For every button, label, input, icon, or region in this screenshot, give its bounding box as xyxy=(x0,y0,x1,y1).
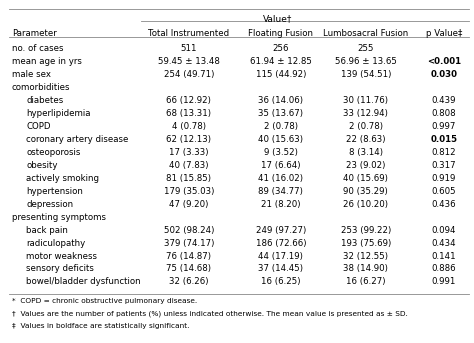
Text: Lumbosacral Fusion: Lumbosacral Fusion xyxy=(323,28,409,38)
Text: 511: 511 xyxy=(181,45,197,54)
Text: 44 (17.19): 44 (17.19) xyxy=(258,251,303,260)
Text: Parameter: Parameter xyxy=(12,28,56,38)
Text: 0.030: 0.030 xyxy=(430,70,457,79)
Text: 62 (12.13): 62 (12.13) xyxy=(166,135,211,144)
Text: Floating Fusion: Floating Fusion xyxy=(248,28,313,38)
Text: 502 (98.24): 502 (98.24) xyxy=(164,226,214,235)
Text: 139 (54.51): 139 (54.51) xyxy=(341,70,391,79)
Text: 186 (72.66): 186 (72.66) xyxy=(255,239,306,248)
Text: COPD: COPD xyxy=(27,122,51,131)
Text: 8 (3.14): 8 (3.14) xyxy=(349,148,383,157)
Text: 76 (14.87): 76 (14.87) xyxy=(166,251,211,260)
Text: 61.94 ± 12.85: 61.94 ± 12.85 xyxy=(250,57,312,67)
Text: p Value‡: p Value‡ xyxy=(426,28,462,38)
Text: diabetes: diabetes xyxy=(27,96,64,105)
Text: depression: depression xyxy=(27,200,73,209)
Text: 9 (3.52): 9 (3.52) xyxy=(264,148,298,157)
Text: hyperlipidemia: hyperlipidemia xyxy=(27,109,91,118)
Text: bowel/bladder dysfunction: bowel/bladder dysfunction xyxy=(27,277,141,286)
Text: 254 (49.71): 254 (49.71) xyxy=(164,70,214,79)
Text: obesity: obesity xyxy=(27,161,58,170)
Text: 253 (99.22): 253 (99.22) xyxy=(341,226,391,235)
Text: 0.317: 0.317 xyxy=(432,161,456,170)
Text: 0.436: 0.436 xyxy=(432,200,456,209)
Text: osteoporosis: osteoporosis xyxy=(27,148,81,157)
Text: motor weakness: motor weakness xyxy=(27,251,98,260)
Text: presenting symptoms: presenting symptoms xyxy=(12,213,106,222)
Text: 16 (6.25): 16 (6.25) xyxy=(261,277,301,286)
Text: 23 (9.02): 23 (9.02) xyxy=(346,161,385,170)
Text: 21 (8.20): 21 (8.20) xyxy=(261,200,301,209)
Text: mean age in yrs: mean age in yrs xyxy=(12,57,82,67)
Text: 16 (6.27): 16 (6.27) xyxy=(346,277,385,286)
Text: Total Instrumented: Total Instrumented xyxy=(148,28,229,38)
Text: 115 (44.92): 115 (44.92) xyxy=(255,70,306,79)
Text: 35 (13.67): 35 (13.67) xyxy=(258,109,303,118)
Text: ‡  Values in boldface are statistically significant.: ‡ Values in boldface are statistically s… xyxy=(12,323,189,329)
Text: 256: 256 xyxy=(273,45,289,54)
Text: 0.997: 0.997 xyxy=(432,122,456,131)
Text: 179 (35.03): 179 (35.03) xyxy=(164,187,214,196)
Text: 32 (12.55): 32 (12.55) xyxy=(343,251,388,260)
Text: 0.808: 0.808 xyxy=(432,109,456,118)
Text: 56.96 ± 13.65: 56.96 ± 13.65 xyxy=(335,57,397,67)
Text: 75 (14.68): 75 (14.68) xyxy=(166,264,211,273)
Text: 0.094: 0.094 xyxy=(432,226,456,235)
Text: 41 (16.02): 41 (16.02) xyxy=(258,174,303,183)
Text: 40 (15.63): 40 (15.63) xyxy=(258,135,303,144)
Text: 0.439: 0.439 xyxy=(432,96,456,105)
Text: male sex: male sex xyxy=(12,70,51,79)
Text: 0.605: 0.605 xyxy=(432,187,456,196)
Text: 0.886: 0.886 xyxy=(432,264,456,273)
Text: coronary artery disease: coronary artery disease xyxy=(27,135,129,144)
Text: 0.991: 0.991 xyxy=(432,277,456,286)
Text: 59.45 ± 13.48: 59.45 ± 13.48 xyxy=(158,57,220,67)
Text: 68 (13.31): 68 (13.31) xyxy=(166,109,211,118)
Text: *  COPD = chronic obstructive pulmonary disease.: * COPD = chronic obstructive pulmonary d… xyxy=(12,298,197,304)
Text: <0.001: <0.001 xyxy=(427,57,461,67)
Text: 0.015: 0.015 xyxy=(430,135,457,144)
Text: 193 (75.69): 193 (75.69) xyxy=(341,239,391,248)
Text: no. of cases: no. of cases xyxy=(12,45,63,54)
Text: 2 (0.78): 2 (0.78) xyxy=(264,122,298,131)
Text: 38 (14.90): 38 (14.90) xyxy=(343,264,388,273)
Text: 4 (0.78): 4 (0.78) xyxy=(172,122,206,131)
Text: 0.141: 0.141 xyxy=(432,251,456,260)
Text: 33 (12.94): 33 (12.94) xyxy=(343,109,388,118)
Text: Value†: Value† xyxy=(263,14,292,23)
Text: 17 (6.64): 17 (6.64) xyxy=(261,161,301,170)
Text: 89 (34.77): 89 (34.77) xyxy=(258,187,303,196)
Text: 0.434: 0.434 xyxy=(432,239,456,248)
Text: 0.919: 0.919 xyxy=(432,174,456,183)
Text: hypertension: hypertension xyxy=(27,187,83,196)
Text: 379 (74.17): 379 (74.17) xyxy=(164,239,214,248)
Text: comorbidities: comorbidities xyxy=(12,83,70,92)
Text: 37 (14.45): 37 (14.45) xyxy=(258,264,303,273)
Text: 249 (97.27): 249 (97.27) xyxy=(255,226,306,235)
Text: 47 (9.20): 47 (9.20) xyxy=(169,200,209,209)
Text: 30 (11.76): 30 (11.76) xyxy=(343,96,388,105)
Text: 40 (15.69): 40 (15.69) xyxy=(343,174,388,183)
Text: 32 (6.26): 32 (6.26) xyxy=(169,277,209,286)
Text: 81 (15.85): 81 (15.85) xyxy=(166,174,211,183)
Text: actively smoking: actively smoking xyxy=(27,174,100,183)
Text: 2 (0.78): 2 (0.78) xyxy=(349,122,383,131)
Text: sensory deficits: sensory deficits xyxy=(27,264,94,273)
Text: 26 (10.20): 26 (10.20) xyxy=(343,200,388,209)
Text: 22 (8.63): 22 (8.63) xyxy=(346,135,385,144)
Text: 0.812: 0.812 xyxy=(432,148,456,157)
Text: 90 (35.29): 90 (35.29) xyxy=(344,187,388,196)
Text: 36 (14.06): 36 (14.06) xyxy=(258,96,303,105)
Text: 40 (7.83): 40 (7.83) xyxy=(169,161,209,170)
Text: back pain: back pain xyxy=(27,226,68,235)
Text: 255: 255 xyxy=(357,45,374,54)
Text: †  Values are the number of patients (%) unless indicated otherwise. The mean va: † Values are the number of patients (%) … xyxy=(12,310,408,317)
Text: 17 (3.33): 17 (3.33) xyxy=(169,148,209,157)
Text: 66 (12.92): 66 (12.92) xyxy=(166,96,211,105)
Text: radiculopathy: radiculopathy xyxy=(27,239,86,248)
